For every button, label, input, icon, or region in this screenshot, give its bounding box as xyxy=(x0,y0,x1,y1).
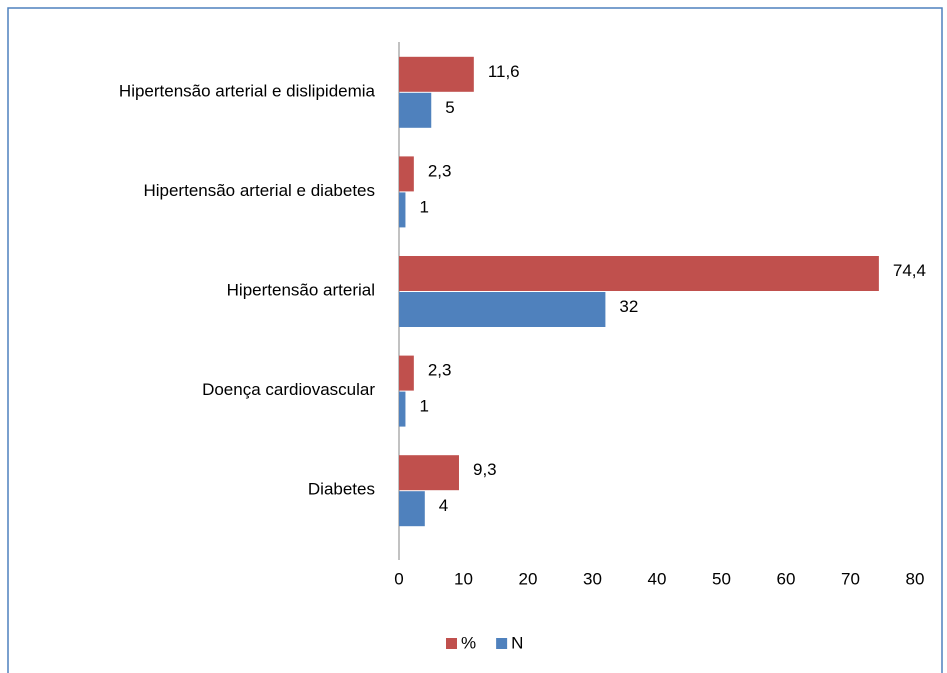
value-label: 9,3 xyxy=(473,460,497,479)
bar xyxy=(399,455,459,491)
x-tick-label: 0 xyxy=(394,569,403,588)
value-label: 4 xyxy=(439,496,448,515)
x-tick-label: 20 xyxy=(519,569,538,588)
legend-label: % xyxy=(461,633,476,652)
y-tick-label: Doença cardiovascular xyxy=(202,380,375,399)
y-tick-label: Hipertensão arterial xyxy=(227,280,375,299)
y-tick-label: Hipertensão arterial e dislipidemia xyxy=(119,81,376,100)
bar xyxy=(399,92,432,128)
legend-swatch xyxy=(446,638,457,649)
x-tick-label: 50 xyxy=(712,569,731,588)
bar xyxy=(399,391,406,427)
bar xyxy=(399,156,414,192)
value-label: 74,4 xyxy=(893,261,926,280)
value-label: 2,3 xyxy=(428,361,452,380)
legend-swatch xyxy=(496,638,508,649)
x-tick-label: 40 xyxy=(648,569,667,588)
value-label: 5 xyxy=(445,98,454,117)
value-label: 2,3 xyxy=(428,161,452,180)
value-label: 32 xyxy=(619,297,638,316)
value-label: 1 xyxy=(419,197,428,216)
y-tick-label: Hipertensão arterial e diabetes xyxy=(143,181,375,200)
y-tick-label: Diabetes xyxy=(308,480,375,499)
bar xyxy=(399,355,414,391)
value-label: 11,6 xyxy=(488,62,520,81)
x-tick-label: 80 xyxy=(906,569,925,588)
bar xyxy=(399,192,406,228)
x-tick-label: 10 xyxy=(454,569,473,588)
x-tick-label: 30 xyxy=(583,569,602,588)
value-label: 1 xyxy=(419,397,428,416)
legend-label: N xyxy=(511,633,523,652)
chart-frame xyxy=(7,7,943,673)
bar xyxy=(399,256,879,291)
bar xyxy=(399,292,606,327)
bar xyxy=(399,491,425,527)
x-tick-label: 70 xyxy=(841,569,860,588)
bar xyxy=(399,56,474,92)
x-tick-label: 60 xyxy=(777,569,796,588)
